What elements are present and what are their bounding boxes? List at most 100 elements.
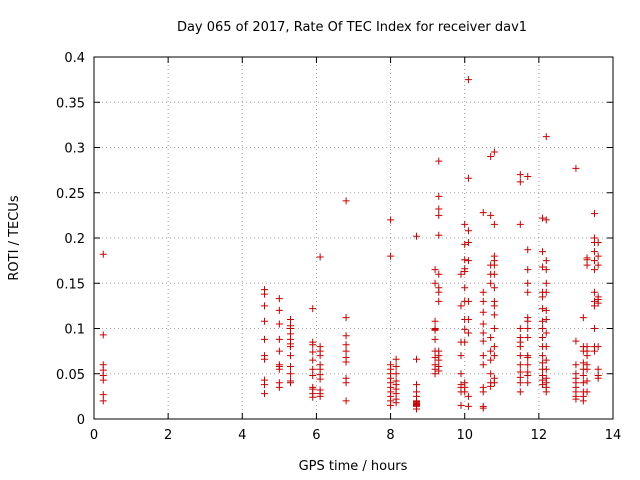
data-point — [539, 248, 547, 256]
data-point — [387, 252, 395, 260]
data-point — [261, 290, 269, 298]
data-point — [261, 317, 269, 325]
data-point — [524, 379, 532, 387]
data-point — [479, 308, 487, 316]
data-point — [542, 266, 550, 274]
data-point — [579, 359, 587, 367]
data-point — [435, 270, 443, 278]
data-point — [594, 343, 602, 351]
data-point — [524, 361, 532, 369]
data-point — [99, 331, 107, 339]
data-point — [342, 358, 350, 366]
data-point — [594, 252, 602, 260]
data-point — [572, 164, 580, 172]
data-point — [275, 383, 283, 391]
grid-lines — [94, 57, 613, 419]
data-point — [487, 279, 495, 287]
data-point — [539, 352, 547, 360]
x-tick-label: 2 — [164, 428, 172, 443]
data-point — [99, 376, 107, 384]
data-point — [490, 261, 498, 269]
y-tick-label: 0.05 — [56, 368, 85, 383]
data-point — [542, 315, 550, 323]
data-point — [309, 341, 317, 349]
data-point — [539, 381, 547, 389]
data-point — [431, 370, 439, 378]
data-point — [275, 320, 283, 328]
plot-frame — [93, 56, 614, 420]
data-point — [516, 220, 524, 228]
data-point — [286, 379, 294, 387]
data-point — [542, 257, 550, 265]
data-point — [435, 297, 443, 305]
data-point — [539, 305, 547, 313]
data-point — [590, 302, 598, 310]
data-point — [461, 388, 469, 396]
data-point — [590, 248, 598, 256]
data-point — [457, 401, 465, 409]
data-point — [309, 305, 317, 313]
data-point — [490, 302, 498, 310]
data-point — [490, 343, 498, 351]
data-point — [490, 284, 498, 292]
data-point — [464, 315, 472, 323]
data-point — [261, 355, 269, 363]
data-point — [542, 288, 550, 296]
data-point — [479, 404, 487, 412]
data-point — [413, 355, 421, 363]
data-point — [435, 157, 443, 165]
data-point — [286, 343, 294, 351]
data-point — [539, 214, 547, 222]
data-point — [275, 347, 283, 355]
data-point — [275, 365, 283, 373]
data-point — [579, 379, 587, 387]
data-point — [490, 352, 498, 360]
data-point — [309, 356, 317, 364]
data-point — [524, 334, 532, 342]
data-point — [590, 266, 598, 274]
data-point — [539, 325, 547, 332]
data-point — [342, 341, 350, 349]
data-point — [457, 270, 465, 278]
y-tick-label: 0.35 — [56, 96, 85, 111]
data-point — [490, 148, 498, 156]
data-point — [461, 256, 469, 264]
data-point — [542, 343, 550, 351]
x-tick-label: 0 — [90, 428, 98, 443]
data-point — [539, 334, 547, 342]
data-point — [490, 270, 498, 278]
data-point — [461, 325, 469, 333]
data-point — [487, 382, 495, 390]
data-point — [464, 402, 472, 410]
data-point — [516, 178, 524, 186]
data-point — [342, 197, 350, 205]
data-point — [487, 356, 495, 364]
data-point — [542, 329, 550, 337]
data-point — [435, 205, 443, 213]
data-point — [99, 250, 107, 258]
data-point — [316, 375, 324, 383]
data-point — [461, 240, 469, 248]
data-point — [479, 329, 487, 337]
data-point — [309, 393, 317, 401]
data-point — [342, 379, 350, 387]
data-point — [309, 365, 317, 373]
y-axis-label: ROTI / TECUs — [7, 195, 22, 280]
data-point — [524, 317, 532, 325]
data-point — [464, 76, 472, 84]
data-point — [457, 352, 465, 360]
data-point — [594, 239, 602, 247]
data-point — [479, 209, 487, 217]
data-point — [457, 370, 465, 378]
data-point — [464, 239, 472, 247]
data-point — [572, 395, 580, 403]
data-point — [487, 211, 495, 219]
data-point — [490, 311, 498, 319]
data-point — [479, 352, 487, 360]
data-point — [461, 267, 469, 275]
data-point — [261, 302, 269, 310]
x-tick-label: 12 — [531, 428, 548, 443]
data-point — [464, 174, 472, 182]
data-point — [461, 220, 469, 228]
